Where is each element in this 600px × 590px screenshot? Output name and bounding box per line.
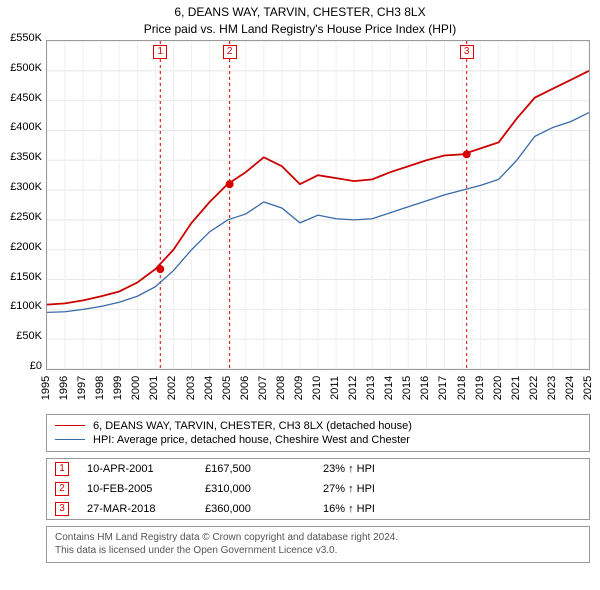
- y-tick-label: £300K: [10, 181, 42, 193]
- legend-item: 6, DEANS WAY, TARVIN, CHESTER, CH3 8LX (…: [55, 419, 581, 433]
- chart-svg: [47, 41, 589, 369]
- x-axis-labels: 1995199619971998199920002001200220032004…: [46, 372, 590, 408]
- x-tick-label: 2019: [474, 375, 486, 399]
- event-price: £360,000: [205, 503, 305, 515]
- legend-swatch: [55, 425, 85, 427]
- y-tick-label: £50K: [16, 330, 42, 342]
- x-tick-label: 1995: [40, 375, 52, 399]
- x-tick-label: 1997: [76, 375, 88, 399]
- title-block: 6, DEANS WAY, TARVIN, CHESTER, CH3 8LX P…: [0, 0, 600, 40]
- legend-swatch: [55, 439, 85, 440]
- x-tick-label: 2003: [185, 375, 197, 399]
- x-tick-label: 2015: [401, 375, 413, 399]
- legend: 6, DEANS WAY, TARVIN, CHESTER, CH3 8LX (…: [46, 414, 590, 452]
- x-tick-label: 2004: [203, 375, 215, 399]
- y-tick-label: £0: [30, 360, 42, 372]
- event-date: 10-FEB-2005: [87, 483, 187, 495]
- y-tick-label: £500K: [10, 62, 42, 74]
- x-tick-label: 2022: [528, 375, 540, 399]
- x-tick-label: 2008: [275, 375, 287, 399]
- event-hpi: 27% ↑ HPI: [323, 483, 375, 495]
- event-hpi: 16% ↑ HPI: [323, 503, 375, 515]
- y-tick-label: £350K: [10, 151, 42, 163]
- copyright-line: This data is licensed under the Open Gov…: [55, 544, 581, 558]
- copyright-line: Contains HM Land Registry data © Crown c…: [55, 531, 581, 545]
- x-tick-label: 2012: [347, 375, 359, 399]
- event-row: 3 27-MAR-2018 £360,000 16% ↑ HPI: [47, 499, 589, 519]
- x-tick-label: 2007: [257, 375, 269, 399]
- y-tick-label: £100K: [10, 300, 42, 312]
- event-row: 2 10-FEB-2005 £310,000 27% ↑ HPI: [47, 479, 589, 499]
- x-tick-label: 1998: [94, 375, 106, 399]
- price-chart: 1 2 3: [46, 40, 590, 370]
- x-tick-label: 2025: [582, 375, 594, 399]
- legend-label: HPI: Average price, detached house, Ches…: [93, 434, 410, 446]
- x-tick-label: 2005: [221, 375, 233, 399]
- y-tick-label: £450K: [10, 92, 42, 104]
- y-tick-label: £550K: [10, 32, 42, 44]
- event-date: 27-MAR-2018: [87, 503, 187, 515]
- x-tick-label: 2024: [564, 375, 576, 399]
- event-badge: 3: [55, 502, 69, 516]
- event-badge: 3: [460, 45, 474, 59]
- sale-events-table: 1 10-APR-2001 £167,500 23% ↑ HPI 2 10-FEB-200…: [46, 458, 590, 520]
- event-badge: 1: [153, 45, 167, 59]
- x-tick-label: 1999: [112, 375, 124, 399]
- y-tick-label: £200K: [10, 241, 42, 253]
- copyright-note: Contains HM Land Registry data © Crown c…: [46, 526, 590, 563]
- y-tick-label: £400K: [10, 121, 42, 133]
- x-tick-label: 2010: [311, 375, 323, 399]
- event-row: 1 10-APR-2001 £167,500 23% ↑ HPI: [47, 459, 589, 479]
- x-tick-label: 2023: [546, 375, 558, 399]
- x-tick-label: 2006: [239, 375, 251, 399]
- x-tick-label: 2011: [329, 376, 341, 400]
- x-tick-label: 2001: [148, 375, 160, 399]
- y-tick-label: £150K: [10, 271, 42, 283]
- subtitle: Price paid vs. HM Land Registry's House …: [0, 21, 600, 38]
- x-tick-label: 2021: [510, 375, 522, 399]
- event-badge: 1: [55, 462, 69, 476]
- x-tick-label: 1996: [58, 375, 70, 399]
- x-tick-label: 2020: [492, 375, 504, 399]
- y-tick-label: £250K: [10, 211, 42, 223]
- event-date: 10-APR-2001: [87, 463, 187, 475]
- event-price: £167,500: [205, 463, 305, 475]
- x-tick-label: 2002: [166, 375, 178, 399]
- x-tick-label: 2000: [130, 375, 142, 399]
- x-tick-label: 2014: [383, 375, 395, 399]
- event-badge: 2: [55, 482, 69, 496]
- title: 6, DEANS WAY, TARVIN, CHESTER, CH3 8LX: [0, 4, 600, 21]
- event-hpi: 23% ↑ HPI: [323, 463, 375, 475]
- event-badge: 2: [223, 45, 237, 59]
- x-tick-label: 2009: [293, 375, 305, 399]
- x-tick-label: 2013: [365, 375, 377, 399]
- event-price: £310,000: [205, 483, 305, 495]
- x-tick-label: 2017: [437, 375, 449, 399]
- legend-label: 6, DEANS WAY, TARVIN, CHESTER, CH3 8LX (…: [93, 420, 412, 432]
- y-axis-labels: £0£50K£100K£150K£200K£250K£300K£350K£400…: [0, 38, 44, 368]
- x-tick-label: 2018: [456, 375, 468, 399]
- x-tick-label: 2016: [419, 375, 431, 399]
- legend-item: HPI: Average price, detached house, Ches…: [55, 433, 581, 447]
